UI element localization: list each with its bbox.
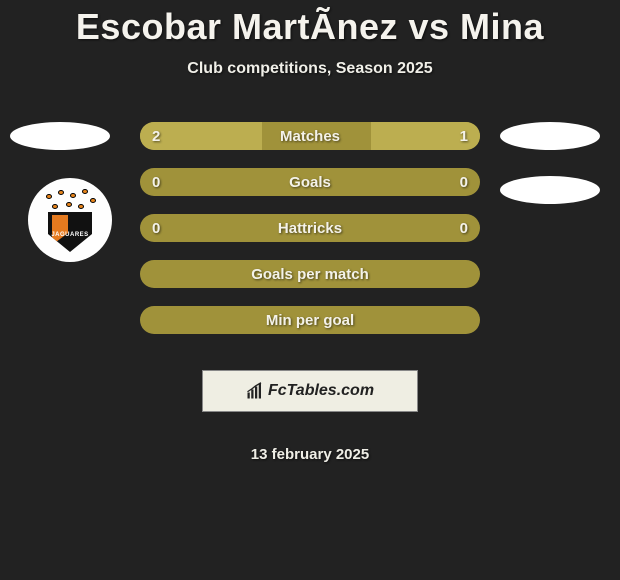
- stat-value-left: 2: [152, 128, 160, 145]
- bar-chart-icon: [246, 382, 264, 400]
- stat-row-goals: 0 Goals 0: [140, 168, 480, 196]
- stat-row-hattricks: 0 Hattricks 0: [140, 214, 480, 242]
- stat-row-min-per-goal: Min per goal: [140, 306, 480, 334]
- stat-label: Goals: [289, 174, 331, 191]
- brand-text: FcTables.com: [268, 382, 374, 400]
- stat-label: Min per goal: [266, 312, 354, 329]
- page-date: 13 february 2025: [140, 446, 480, 463]
- stats-container: 2 Matches 1 0 Goals 0 0 Hattricks 0 Goal…: [140, 122, 480, 463]
- stat-label: Goals per match: [251, 266, 369, 283]
- stat-value-left: 0: [152, 174, 160, 191]
- team-badge-left: JAGUARES: [28, 178, 112, 262]
- stat-row-goals-per-match: Goals per match: [140, 260, 480, 288]
- player-right-placeholder-1: [500, 122, 600, 150]
- stat-row-matches: 2 Matches 1: [140, 122, 480, 150]
- stat-value-right: 0: [460, 174, 468, 191]
- stat-label: Matches: [280, 128, 340, 145]
- brand-box[interactable]: FcTables.com: [202, 370, 418, 412]
- stat-value-left: 0: [152, 220, 160, 237]
- jaguares-badge-icon: JAGUARES: [34, 184, 106, 256]
- badge-label: JAGUARES: [34, 232, 106, 238]
- player-right-placeholder-2: [500, 176, 600, 204]
- stat-value-right: 1: [460, 128, 468, 145]
- stat-label: Hattricks: [278, 220, 342, 237]
- player-left-placeholder-1: [10, 122, 110, 150]
- stat-value-right: 0: [460, 220, 468, 237]
- page-subtitle: Club competitions, Season 2025: [0, 60, 620, 78]
- page-title: Escobar MartÃ­nez vs Mina: [0, 0, 620, 48]
